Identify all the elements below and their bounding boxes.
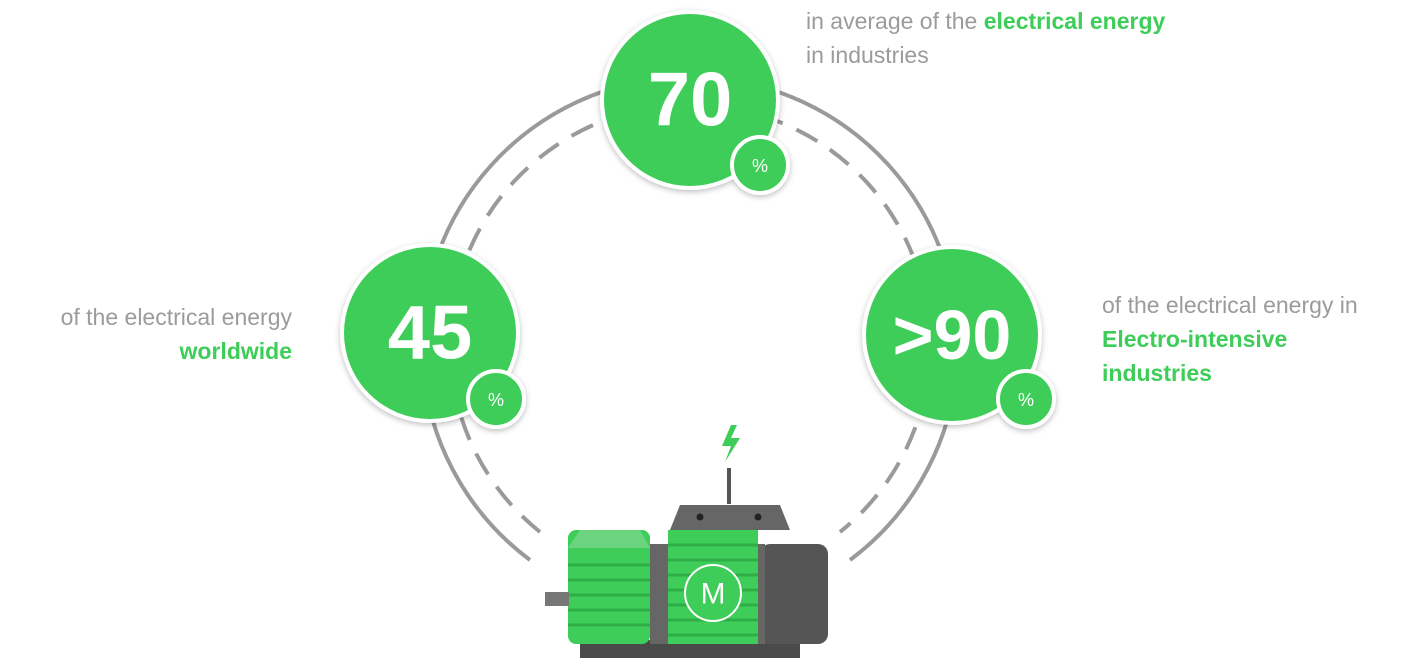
caption-highlight: electrical energy xyxy=(983,8,1166,34)
rear-cap xyxy=(760,544,828,644)
stat-value: 45 xyxy=(388,291,473,376)
stat-value: >90 xyxy=(893,296,1012,374)
caption-90: of the electrical energy in Electro-inte… xyxy=(1102,288,1358,390)
stat-unit: % xyxy=(1018,390,1034,410)
caption-highlight: industries xyxy=(1102,360,1212,386)
caption-text: in industries xyxy=(806,42,929,68)
caption-text: of the electrical energy xyxy=(60,304,292,330)
shaft xyxy=(545,592,569,606)
caption-highlight: worldwide xyxy=(179,338,292,364)
stat-unit: % xyxy=(488,390,504,410)
caption-70: in average of the electrical energy in i… xyxy=(806,4,1165,72)
antenna xyxy=(727,468,731,504)
bubble-45 xyxy=(340,243,526,429)
motor-label: M xyxy=(701,578,726,611)
bolt-icon xyxy=(722,425,740,462)
caption-highlight: Electro-intensive xyxy=(1102,326,1288,352)
motor: M xyxy=(545,425,828,658)
bubble-70 xyxy=(600,10,790,195)
terminal-box xyxy=(670,505,790,530)
stat-value: 70 xyxy=(648,58,733,143)
base xyxy=(580,640,800,658)
front-cap xyxy=(568,530,650,644)
stat-unit: % xyxy=(752,156,768,176)
caption-45: of the electrical energy worldwide xyxy=(61,300,292,368)
bubble-90 xyxy=(862,245,1056,429)
caption-text: of the electrical energy in xyxy=(1102,292,1358,318)
caption-text: in average of the xyxy=(806,8,984,34)
motor-badge xyxy=(684,564,742,622)
